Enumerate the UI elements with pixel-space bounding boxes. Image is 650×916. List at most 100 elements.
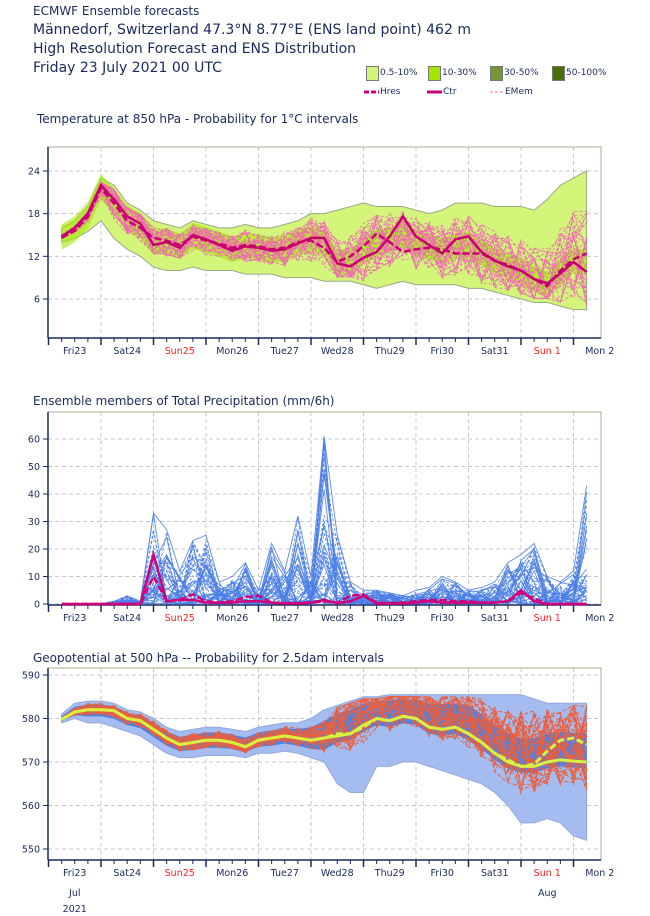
- precipitation-ens-member: [61, 543, 587, 605]
- precipitation-ens-member: [61, 557, 587, 605]
- geopotential-xtick-label: Mon26: [216, 868, 248, 879]
- precipitation-ens-member: [61, 545, 587, 605]
- temperature-xtick-label: Mon 2: [585, 346, 614, 357]
- geopotential-xtick-label: Fri30: [431, 868, 454, 879]
- temperature-xtick-label: Sun 1: [534, 346, 561, 357]
- temperature-band-10-30: [61, 173, 587, 298]
- header-line-source: ECMWF Ensemble forecasts: [33, 4, 200, 18]
- geopotential-xtick-label: Sat31: [481, 868, 509, 879]
- temperature-xtick-label: Wed28: [321, 346, 354, 357]
- legend-label-prob-2: 30-50%: [504, 68, 539, 78]
- geopotential-ytick-label: 560: [22, 801, 40, 812]
- temperature-xtick-label: Sun25: [165, 346, 195, 357]
- temperature-chart-title: Temperature at 850 hPa - Probability for…: [37, 112, 359, 126]
- precipitation-xtick-label: Sat31: [481, 613, 509, 624]
- header-line-location: Männedorf, Switzerland 47.3°N 8.77°E (EN…: [33, 22, 471, 38]
- geopotential-xtick-label: Sat24: [113, 868, 141, 879]
- temperature-ens-member: [61, 187, 587, 304]
- precipitation-xtick-label: Sun 1: [534, 613, 561, 624]
- temperature-ens-member: [61, 181, 587, 299]
- precipitation-ens-member: [61, 520, 587, 605]
- temperature-ens-member: [61, 192, 588, 296]
- temperature-ens-member: [61, 188, 587, 293]
- temperature-ens-member: [61, 181, 587, 300]
- temperature-ytick-label: 6: [34, 295, 40, 306]
- temperature-chart: 6 12 18 24 Fri23 Sat24 Sun25 Mon26 Tue27 Wed28 Thu…: [28, 146, 614, 357]
- precipitation-ytick-label: 20: [28, 545, 40, 556]
- precipitation-ytick-label: 60: [28, 435, 40, 446]
- geopotential-ens-member: [61, 696, 588, 775]
- precipitation-ens-member: [61, 548, 587, 605]
- geopotential-xtick-label: Mon 2: [585, 868, 614, 879]
- precipitation-xtick-label: Thu29: [374, 613, 405, 624]
- precipitation-ens-member: [61, 468, 587, 605]
- precipitation-ytick-label: 10: [28, 572, 40, 583]
- precipitation-ctr-line: [61, 549, 587, 606]
- temperature-ens-member: [61, 181, 588, 298]
- precipitation-xtick-label: Fri23: [63, 613, 86, 624]
- geopotential-chart: 550 560 570 580 590 Fri23 Sat24 Sun25 Mon26 Tue27…: [22, 667, 614, 915]
- legend-label-hres: Hres: [380, 87, 401, 97]
- precipitation-xtick-label: Mon26: [216, 613, 248, 624]
- temperature-ctr-line: [60, 182, 588, 285]
- geopotential-xtick-label: Sun 1: [534, 868, 561, 879]
- precipitation-chart: 0 10 20 30 40 50 60 Fri23 Sat24 Sun25 Mon26 Tue27 We…: [28, 411, 614, 624]
- precipitation-ens-member: [61, 458, 587, 606]
- geopotential-ens-member: [61, 696, 587, 784]
- precipitation-xtick-label: Tue27: [270, 613, 299, 624]
- precipitation-chart-title: Ensemble members of Total Precipitation …: [33, 394, 335, 408]
- geopotential-ens-member: [61, 696, 588, 779]
- precipitation-xtick-label: Wed28: [321, 613, 354, 624]
- temperature-ens-member: [61, 190, 587, 296]
- legend-swatch-prob-2: [490, 66, 503, 81]
- legend-label-prob-3: 50-100%: [566, 68, 607, 78]
- month-label-jul: Jul: [68, 888, 80, 899]
- geopotential-ens-member: [61, 696, 588, 791]
- temperature-xtick-label: Mon26: [216, 346, 248, 357]
- temperature-xtick-label: Fri23: [63, 346, 86, 357]
- header-line-date: Friday 23 July 2021 00 UTC: [33, 60, 222, 76]
- geopotential-ctr-line: [60, 708, 587, 768]
- temperature-ytick-label: 12: [28, 252, 40, 263]
- geopotential-xtick-label: Sun25: [165, 868, 195, 879]
- geopotential-xtick-label: Tue27: [270, 868, 299, 879]
- legend-label-ctr: Ctr: [443, 87, 457, 97]
- precipitation-ens-member: [61, 443, 587, 605]
- geopotential-xtick-label: Fri23: [63, 868, 86, 879]
- temperature-xtick-label: Tue27: [270, 346, 299, 357]
- temperature-ens-member: [61, 182, 588, 306]
- header-line-product: High Resolution Forecast and ENS Distrib…: [33, 41, 357, 57]
- precipitation-xtick-label: Mon 2: [585, 613, 614, 624]
- geopotential-xtick-label: Wed28: [321, 868, 354, 879]
- precipitation-ens-member: [61, 518, 587, 605]
- year-label: 2021: [63, 904, 87, 915]
- geopotential-ens-member: [61, 704, 587, 783]
- geopotential-ens-member: [61, 698, 588, 753]
- temperature-ens-member: [61, 192, 587, 300]
- legend-swatch-prob-3: [552, 66, 565, 81]
- precipitation-hres-line: [61, 573, 587, 606]
- temperature-xtick-label: Sat31: [481, 346, 509, 357]
- precipitation-xtick-label: Sat24: [113, 613, 141, 624]
- legend-label-prob-0: 0.5-10%: [380, 68, 418, 78]
- geopotential-ens-member: [61, 698, 588, 795]
- precipitation-ytick-label: 50: [28, 462, 40, 473]
- precipitation-ytick-label: 30: [28, 517, 40, 528]
- temperature-ens-member: [61, 184, 588, 306]
- legend-label-emem: EMem: [505, 87, 533, 97]
- geopotential-ens-member: [61, 696, 587, 770]
- temperature-ytick-label: 24: [28, 167, 40, 178]
- temperature-ens-member: [61, 181, 588, 292]
- geopotential-ytick-label: 570: [22, 758, 40, 769]
- temperature-xtick-label: Thu29: [374, 346, 405, 357]
- precipitation-ytick-label: 40: [28, 490, 40, 501]
- temperature-ytick-label: 18: [28, 209, 40, 220]
- month-label-aug: Aug: [538, 888, 557, 899]
- precipitation-ens-member: [61, 453, 587, 605]
- geopotential-ytick-label: 590: [22, 671, 40, 682]
- legend-swatch-prob-1: [428, 66, 441, 81]
- precipitation-ens-member: [61, 551, 587, 605]
- precipitation-xtick-label: Sun25: [165, 613, 195, 624]
- geopotential-ytick-label: 550: [22, 845, 40, 856]
